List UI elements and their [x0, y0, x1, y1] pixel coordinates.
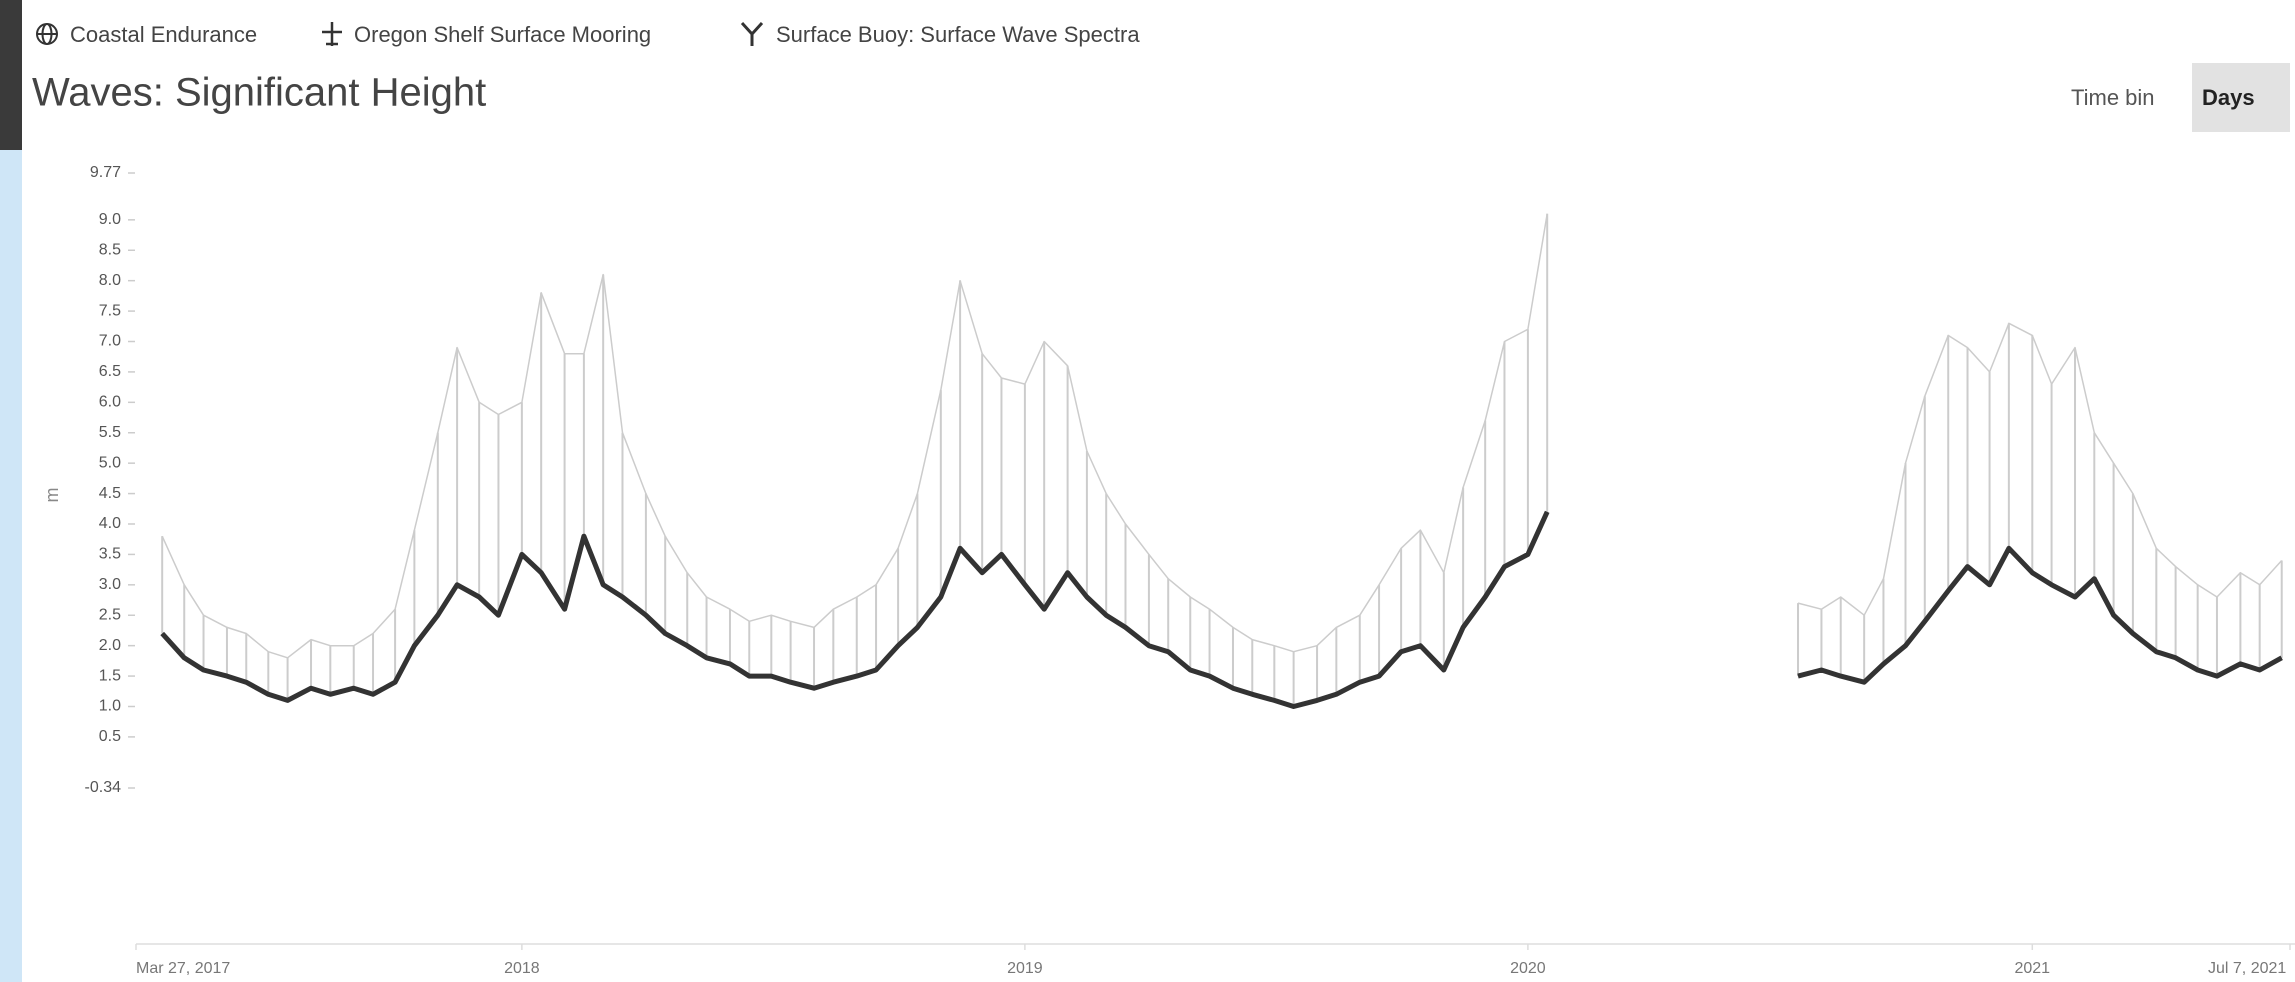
chart-title: Waves: Significant Height — [32, 71, 486, 115]
globe-icon — [36, 23, 58, 45]
x-tick-label: 2021 — [2014, 960, 2050, 977]
breadcrumb-item[interactable]: Surface Buoy: Surface Wave Spectra — [776, 22, 1140, 47]
y-axis-label: m — [42, 488, 62, 503]
y-tick-label: 0.5 — [99, 728, 121, 745]
time-bin-label: Time bin — [2071, 85, 2155, 110]
y-tick-label: 3.0 — [99, 576, 121, 593]
y-tick-label: -0.34 — [85, 779, 122, 796]
y-tick-label: 1.5 — [99, 667, 121, 684]
y-tick-label: 7.5 — [99, 302, 121, 319]
window-edge — [0, 0, 22, 982]
breadcrumb-item[interactable]: Oregon Shelf Surface Mooring — [354, 22, 651, 47]
y-tick-label: 9.0 — [99, 211, 121, 228]
x-tick-label: Mar 27, 2017 — [136, 960, 230, 977]
x-tick-label: 2020 — [1510, 960, 1546, 977]
y-tick-label: 5.5 — [99, 424, 121, 441]
y-tick-label: 8.5 — [99, 241, 121, 258]
x-tick-label: Jul 7, 2021 — [2208, 960, 2286, 977]
y-tick-label: 1.0 — [99, 698, 121, 715]
time-bin-value[interactable]: Days — [2202, 85, 2255, 110]
y-tick-label: 4.5 — [99, 485, 121, 502]
y-tick-label: 2.5 — [99, 606, 121, 623]
y-tick-label: 6.0 — [99, 394, 121, 411]
window-edge-dark — [0, 0, 22, 150]
y-tick-label: 9.77 — [90, 164, 121, 181]
y-tick-label: 7.0 — [99, 333, 121, 350]
buoy-icon — [740, 21, 764, 46]
y-tick-label: 6.5 — [99, 363, 121, 380]
breadcrumb-item[interactable]: Coastal Endurance — [70, 22, 257, 47]
time-bin-button[interactable] — [2192, 63, 2290, 132]
mean-line — [160, 510, 2283, 709]
y-tick-label: 3.5 — [99, 546, 121, 563]
y-tick-label: 4.0 — [99, 515, 121, 532]
x-tick-label: 2018 — [504, 960, 540, 977]
x-tick-label: 2019 — [1007, 960, 1043, 977]
max-line — [161, 213, 2283, 659]
mooring-icon — [322, 22, 342, 46]
y-tick-label: 8.0 — [99, 272, 121, 289]
y-tick-label: 2.0 — [99, 637, 121, 654]
y-tick-label: 5.0 — [99, 454, 121, 471]
